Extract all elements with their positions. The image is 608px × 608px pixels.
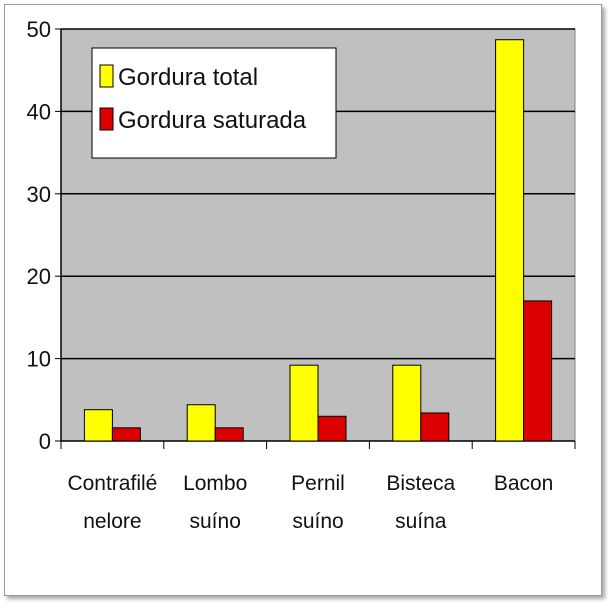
- legend-label-total: Gordura total: [118, 64, 258, 91]
- bar-gordura-saturada: [523, 300, 553, 442]
- x-tick-label: suíno: [190, 510, 241, 533]
- bar-gordura-total: [289, 364, 319, 442]
- x-tick-label: Pernil: [291, 472, 345, 495]
- bars: [83, 39, 553, 442]
- legend-swatch-total: [99, 64, 114, 88]
- y-tick-label: 30: [27, 182, 51, 207]
- y-tick-label: 50: [27, 17, 51, 42]
- legend: Gordura total Gordura saturada: [91, 47, 337, 159]
- x-tick-label: Bisteca: [386, 472, 455, 495]
- bar-gordura-saturada: [111, 427, 141, 442]
- bar-gordura-total: [83, 409, 113, 442]
- y-tick-label: 40: [27, 99, 51, 124]
- y-tick-label: 20: [27, 264, 51, 289]
- gridlines: [61, 28, 575, 360]
- x-tick-label: suíno: [292, 510, 343, 533]
- bar-gordura-total: [186, 404, 216, 442]
- legend-box: [91, 47, 337, 159]
- bar-gordura-saturada: [420, 412, 450, 442]
- y-tick-label: 10: [27, 347, 51, 372]
- x-tick-label: Contrafilé: [67, 472, 157, 495]
- x-tick-label: nelore: [83, 510, 141, 533]
- bar-gordura-saturada: [214, 427, 244, 442]
- bar-chart: 0 10 20 30 40 50 Contrafilé nelore Lombo suíno Per…: [27, 17, 576, 533]
- axis-labels: 0 10 20 30 40 50 Contrafilé nelore Lombo suíno Per…: [27, 17, 554, 533]
- bar-gordura-total: [495, 39, 525, 442]
- chart-frame: 0 10 20 30 40 50 Contrafilé nelore Lombo suíno Per…: [4, 4, 602, 596]
- legend-swatch-saturated: [99, 107, 114, 131]
- bar-gordura-total: [392, 364, 422, 442]
- x-tick-label: Lombo: [183, 472, 247, 495]
- x-tick-label: suína: [395, 510, 447, 533]
- x-tick-label: Bacon: [494, 472, 554, 495]
- bar-gordura-saturada: [317, 415, 347, 442]
- y-tick-label: 0: [39, 429, 51, 454]
- legend-label-saturated: Gordura saturada: [118, 107, 307, 134]
